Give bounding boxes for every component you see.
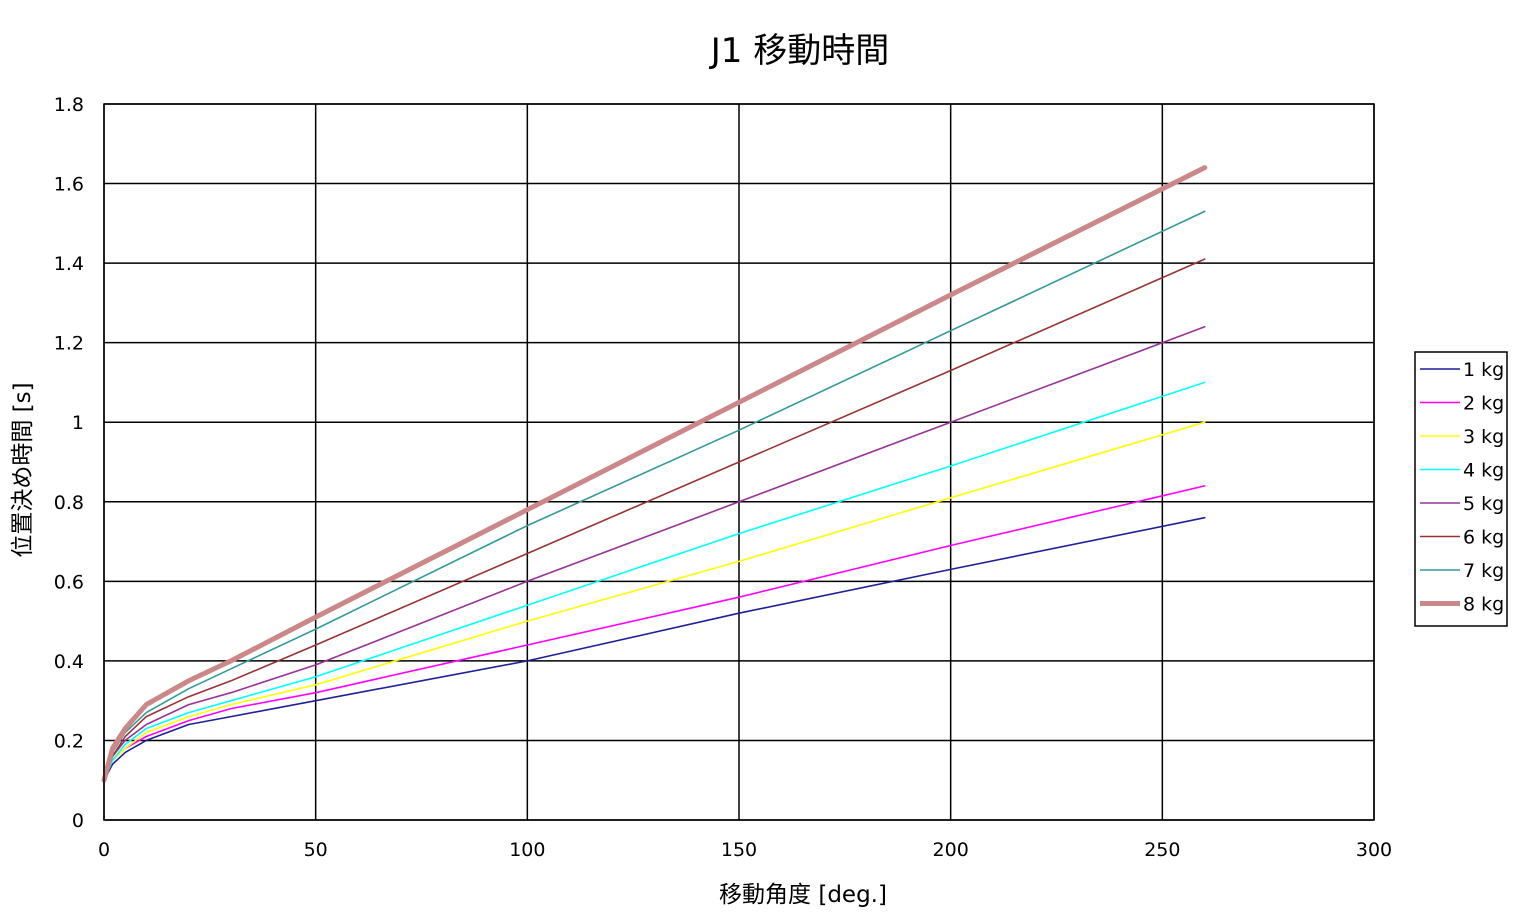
x-axis-label: 移動角度 [deg.] — [719, 882, 887, 908]
y-tick-label: 0.6 — [54, 571, 84, 593]
series-line-6kg — [103, 258, 1206, 782]
legend-label: 5 kg — [1463, 493, 1504, 515]
x-tick-label: 250 — [1144, 839, 1180, 861]
y-tick-label: 0.4 — [54, 651, 84, 673]
series-lines — [101, 165, 1208, 783]
plot-area — [103, 103, 1375, 821]
legend-label: 1 kg — [1463, 359, 1504, 381]
y-tick-label: 1 — [72, 412, 84, 434]
y-tick-label: 1.8 — [54, 94, 84, 116]
y-tick-label: 0.2 — [54, 730, 84, 752]
series-line-4kg — [103, 381, 1206, 782]
y-tick-label: 1.4 — [54, 253, 84, 275]
series-line-5kg — [103, 325, 1206, 782]
x-tick-label: 50 — [304, 839, 328, 861]
series-line-8kg — [101, 165, 1208, 783]
legend-label: 4 kg — [1463, 460, 1504, 482]
x-tick-label: 100 — [509, 839, 545, 861]
y-tick-label: 0 — [72, 810, 84, 832]
series-line-3kg — [103, 421, 1206, 782]
y-tick-label: 1.6 — [54, 174, 84, 196]
legend-label: 2 kg — [1463, 393, 1504, 415]
x-tick-label: 150 — [721, 839, 757, 861]
x-tick-label: 0 — [98, 839, 110, 861]
ticks: 0 0.2 0.4 0.6 0.8 1 1.2 1.4 1.6 1.8 0 50 100 150 200 25… — [54, 94, 1392, 861]
legend: 1 kg 2 kg 3 kg 4 kg 5 kg 6 kg 7 kg 8 kg — [1414, 351, 1508, 627]
y-tick-label: 1.2 — [54, 333, 84, 355]
legend-label: 3 kg — [1463, 426, 1504, 448]
chart-title: J1 移動時間 — [709, 31, 889, 71]
series-line-1kg — [103, 516, 1206, 782]
legend-label: 7 kg — [1463, 560, 1504, 582]
y-axis-label: 位置決め時間 [s] — [10, 382, 36, 557]
y-tick-label: 0.8 — [54, 492, 84, 514]
x-tick-label: 300 — [1356, 839, 1392, 861]
x-tick-label: 200 — [933, 839, 969, 861]
legend-label: 8 kg — [1463, 594, 1504, 616]
legend-box — [1414, 351, 1508, 627]
legend-label: 6 kg — [1463, 527, 1504, 549]
